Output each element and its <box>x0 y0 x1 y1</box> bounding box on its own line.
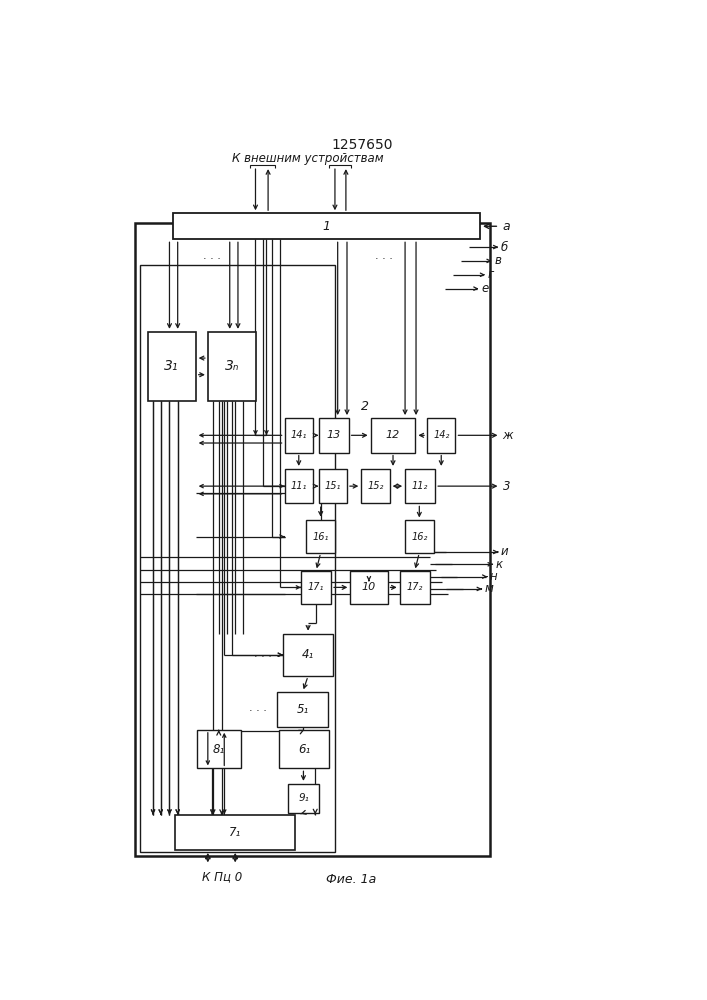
Text: 3₁: 3₁ <box>165 359 179 373</box>
Text: 11₁: 11₁ <box>291 481 307 491</box>
Bar <box>135 223 490 856</box>
Text: а: а <box>502 220 510 233</box>
Text: 13: 13 <box>327 430 341 440</box>
Text: · · ·: · · · <box>250 706 267 716</box>
Text: 5₁: 5₁ <box>296 703 309 716</box>
Bar <box>350 571 387 604</box>
Text: 17₂: 17₂ <box>407 582 423 592</box>
Text: 15₂: 15₂ <box>368 481 384 491</box>
Text: 1257650: 1257650 <box>332 138 393 152</box>
Text: 2: 2 <box>361 400 369 413</box>
Bar <box>370 418 416 453</box>
Text: б: б <box>501 241 508 254</box>
Text: · · ·: · · · <box>203 254 221 264</box>
Text: г: г <box>488 268 494 281</box>
Bar <box>208 332 256 401</box>
Text: 15₁: 15₁ <box>325 481 341 491</box>
Text: в: в <box>494 254 501 267</box>
Text: 6₁: 6₁ <box>298 743 310 756</box>
Text: 16₂: 16₂ <box>411 532 428 542</box>
Text: 7₁: 7₁ <box>229 826 241 839</box>
Bar <box>361 469 390 503</box>
Bar <box>405 469 436 503</box>
Bar <box>175 815 296 850</box>
Bar <box>197 730 240 768</box>
Bar <box>148 332 196 401</box>
Bar <box>173 213 480 239</box>
Text: 8₁: 8₁ <box>213 743 225 756</box>
Bar <box>306 520 335 553</box>
Text: 9₁: 9₁ <box>298 793 309 803</box>
Text: к: к <box>496 558 503 571</box>
Bar <box>283 634 333 676</box>
Text: е: е <box>481 282 489 295</box>
Bar <box>288 784 319 813</box>
Text: 14₁: 14₁ <box>291 430 307 440</box>
Text: 16₁: 16₁ <box>312 532 329 542</box>
Bar <box>399 571 430 604</box>
Bar <box>319 469 347 503</box>
Bar <box>141 265 335 852</box>
Bar <box>284 469 313 503</box>
Text: 3ₙ: 3ₙ <box>225 359 239 373</box>
Bar <box>301 571 331 604</box>
Bar <box>284 418 313 453</box>
Text: · · ·: · · · <box>375 254 393 264</box>
Text: К Пц 0: К Пц 0 <box>202 871 243 884</box>
Text: 12: 12 <box>386 430 400 440</box>
Text: ж: ж <box>503 429 513 442</box>
Text: · · ·: · · · <box>254 652 271 662</box>
Text: и: и <box>501 545 508 558</box>
Text: 11₂: 11₂ <box>412 481 428 491</box>
Text: 1: 1 <box>322 220 331 233</box>
Text: 17₁: 17₁ <box>308 582 325 592</box>
Text: м: м <box>484 582 493 595</box>
Text: н: н <box>490 570 498 583</box>
Text: 10: 10 <box>362 582 376 592</box>
Bar <box>277 692 328 727</box>
Text: Фие. 1а: Фие. 1а <box>326 873 377 886</box>
Bar <box>405 520 433 553</box>
Text: 14₂: 14₂ <box>433 430 450 440</box>
Text: 3: 3 <box>503 480 510 493</box>
Bar <box>427 418 455 453</box>
Bar <box>319 418 349 453</box>
Text: 4₁: 4₁ <box>302 648 314 661</box>
Bar <box>279 730 329 768</box>
Text: К внешним устройствам: К внешним устройствам <box>232 152 383 165</box>
